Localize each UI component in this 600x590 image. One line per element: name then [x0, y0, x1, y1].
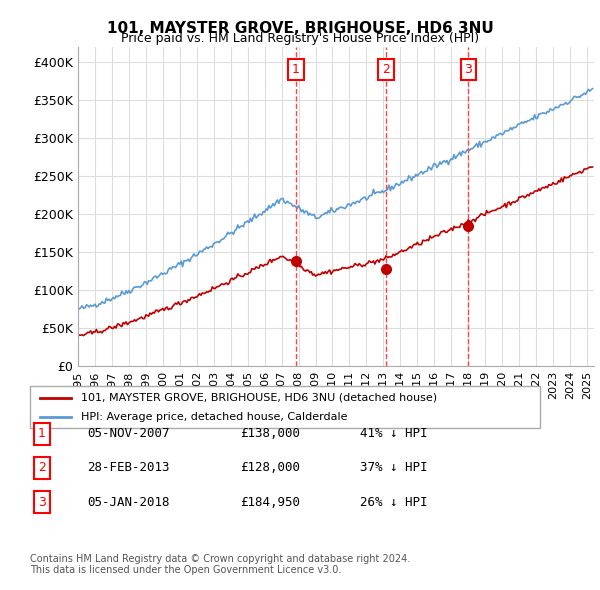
Text: 101, MAYSTER GROVE, BRIGHOUSE, HD6 3NU: 101, MAYSTER GROVE, BRIGHOUSE, HD6 3NU — [107, 21, 493, 35]
Text: 3: 3 — [38, 496, 46, 509]
Text: £128,000: £128,000 — [240, 461, 300, 474]
Text: 101, MAYSTER GROVE, BRIGHOUSE, HD6 3NU (detached house): 101, MAYSTER GROVE, BRIGHOUSE, HD6 3NU (… — [81, 392, 437, 402]
Text: 2: 2 — [382, 63, 390, 76]
Text: £138,000: £138,000 — [240, 427, 300, 440]
FancyBboxPatch shape — [30, 386, 540, 428]
Text: 37% ↓ HPI: 37% ↓ HPI — [360, 461, 427, 474]
Text: 1: 1 — [292, 63, 300, 76]
Text: 3: 3 — [464, 63, 472, 76]
Text: 26% ↓ HPI: 26% ↓ HPI — [360, 496, 427, 509]
Text: Price paid vs. HM Land Registry's House Price Index (HPI): Price paid vs. HM Land Registry's House … — [121, 32, 479, 45]
Text: £184,950: £184,950 — [240, 496, 300, 509]
Text: 05-NOV-2007: 05-NOV-2007 — [87, 427, 170, 440]
Text: 41% ↓ HPI: 41% ↓ HPI — [360, 427, 427, 440]
Text: 2: 2 — [38, 461, 46, 474]
Text: HPI: Average price, detached house, Calderdale: HPI: Average price, detached house, Cald… — [81, 412, 347, 422]
Text: 28-FEB-2013: 28-FEB-2013 — [87, 461, 170, 474]
Text: 05-JAN-2018: 05-JAN-2018 — [87, 496, 170, 509]
Text: 1: 1 — [38, 427, 46, 440]
Text: Contains HM Land Registry data © Crown copyright and database right 2024.
This d: Contains HM Land Registry data © Crown c… — [30, 553, 410, 575]
